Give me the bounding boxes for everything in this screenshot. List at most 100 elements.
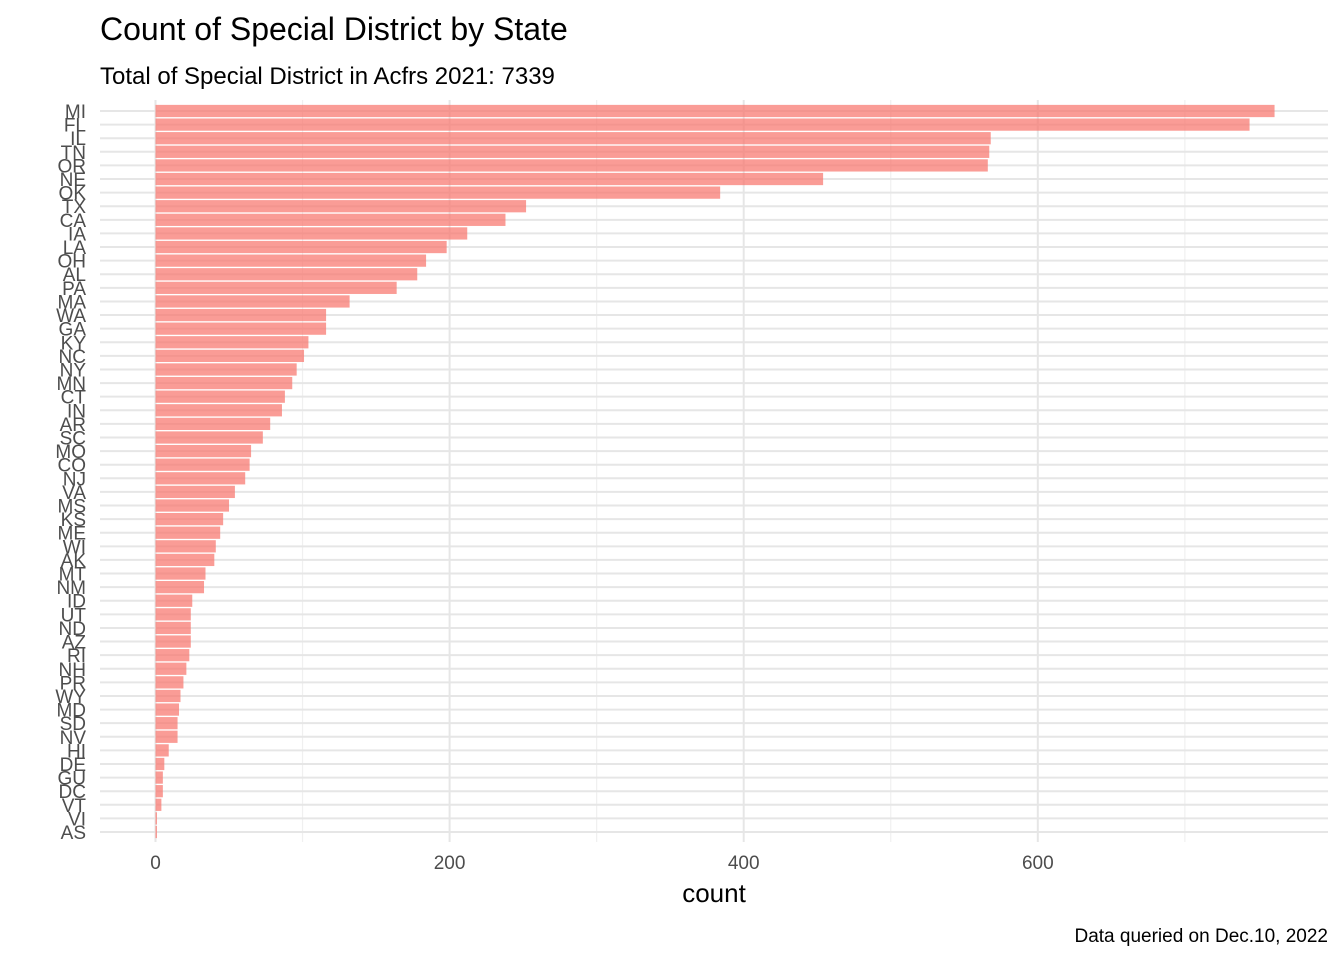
bar-md — [155, 703, 180, 716]
y-tick-label: MO — [55, 442, 86, 463]
bar-nc — [155, 349, 305, 362]
bar-wa — [155, 308, 327, 322]
y-tick-label: ND — [59, 619, 86, 640]
bar-nh — [155, 662, 187, 675]
bar-vi — [155, 812, 157, 825]
y-tick-label: WI — [63, 537, 86, 558]
y-tick-label: LA — [63, 238, 87, 259]
bar-il — [155, 132, 991, 145]
bar-mt — [155, 567, 206, 580]
bar-nj — [155, 472, 246, 485]
x-tick-labels: 0 200 400 600 — [150, 853, 1053, 874]
y-tick-label: NJ — [63, 469, 86, 490]
bar-ca — [155, 213, 506, 226]
y-tick-label: AZ — [62, 633, 87, 654]
y-tick-label: TX — [62, 197, 87, 218]
bar-ak — [155, 553, 215, 567]
x-tick-label: 200 — [434, 853, 466, 874]
bar-me — [155, 526, 221, 539]
bar-vt — [155, 798, 162, 811]
y-tick-label: DE — [60, 755, 86, 776]
y-tick-label: DC — [59, 782, 86, 803]
y-tick-label: IN — [67, 401, 86, 422]
bar-fl — [155, 118, 1250, 131]
bars — [155, 104, 1275, 839]
y-tick-label: CT — [61, 388, 87, 409]
y-tick-label: CO — [58, 456, 87, 477]
y-tick-label: NM — [56, 578, 86, 599]
y-tick-label: AK — [61, 551, 87, 572]
bar-oh — [155, 254, 427, 267]
bar-co — [155, 458, 250, 471]
y-tick-label: OR — [58, 156, 87, 177]
y-tick-label: RI — [67, 646, 86, 667]
y-tick-label: FL — [64, 116, 86, 137]
y-tick-label: SC — [60, 428, 86, 449]
y-tick-label: VA — [62, 483, 86, 504]
y-tick-label: IA — [68, 224, 86, 245]
bar-ga — [155, 322, 327, 335]
bar-wi — [155, 540, 216, 553]
y-tick-label: AS — [61, 823, 86, 844]
y-tick-label: NY — [60, 360, 87, 381]
y-tick-label: NH — [59, 660, 86, 681]
y-tick-label: MI — [65, 102, 86, 123]
bar-as — [155, 825, 157, 839]
y-tick-label: TN — [61, 143, 86, 164]
bar-sd — [155, 717, 178, 730]
bar-tn — [155, 145, 990, 158]
bar-hi — [155, 744, 169, 757]
bar-ms — [155, 499, 230, 512]
bar-nm — [155, 581, 205, 594]
y-tick-label: KS — [61, 510, 86, 531]
bar-ia — [155, 227, 468, 240]
y-tick-label: OH — [58, 252, 87, 273]
bar-pa — [155, 281, 397, 294]
y-tick-label: MS — [58, 497, 87, 518]
x-tick-label: 0 — [150, 853, 161, 874]
bar-va — [155, 485, 235, 499]
chart-caption: Data queried on Dec.10, 2022 — [1074, 926, 1328, 947]
chart-subtitle: Total of Special District in Acfrs 2021:… — [100, 63, 555, 90]
bar-sc — [155, 431, 263, 444]
bar-ct — [155, 390, 285, 403]
bar-ar — [155, 417, 271, 431]
bar-la — [155, 240, 447, 254]
y-tick-label: SD — [60, 714, 86, 735]
y-tick-label: KY — [61, 333, 87, 354]
bar-tx — [155, 200, 527, 213]
bar-ut — [155, 608, 191, 621]
bar-ny — [155, 363, 297, 376]
y-tick-label: MA — [58, 292, 87, 313]
y-tick-label: UT — [61, 605, 87, 626]
bar-nv — [155, 730, 178, 743]
y-tick-label: GA — [59, 320, 87, 341]
y-tick-label: NV — [60, 728, 87, 749]
y-tick-label: WA — [56, 306, 86, 327]
bar-ok — [155, 186, 721, 199]
x-axis-title: count — [682, 878, 746, 908]
y-tick-label: NC — [59, 347, 86, 368]
bar-mi — [155, 104, 1275, 118]
y-tick-label: OK — [59, 184, 87, 205]
bar-wy — [155, 689, 181, 703]
y-tick-label: AL — [63, 265, 86, 286]
y-tick-label: WY — [55, 687, 86, 708]
y-tick-label: MD — [56, 701, 86, 722]
bar-al — [155, 268, 418, 281]
bar-ri — [155, 649, 190, 662]
x-tick-label: 600 — [1022, 853, 1054, 874]
bar-id — [155, 594, 193, 607]
bar-ky — [155, 336, 309, 349]
chart-title: Count of Special District by State — [100, 11, 568, 47]
y-tick-labels: MIFLILTNORNEOKTXCAIALAOHALPAMAWAGAKYNCNY… — [55, 102, 86, 844]
y-tick-label: ME — [58, 524, 87, 545]
y-tick-label: IL — [70, 129, 86, 150]
y-tick-label: MN — [56, 374, 86, 395]
bar-mo — [155, 444, 252, 458]
bar-de — [155, 757, 165, 771]
y-tick-label: AR — [60, 415, 86, 436]
bar-in — [155, 404, 282, 417]
x-tick-label: 400 — [728, 853, 760, 874]
